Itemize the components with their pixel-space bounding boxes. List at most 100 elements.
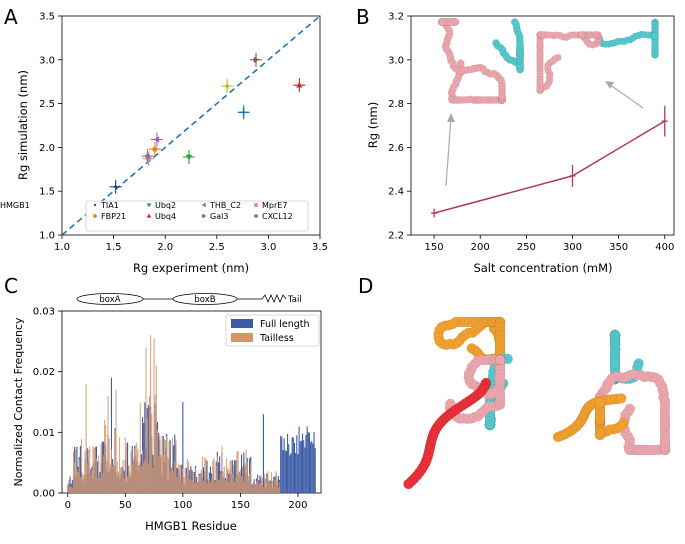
bar-tailless <box>82 473 84 493</box>
bars-tailless <box>67 335 281 493</box>
orange-chain-2 <box>594 397 629 441</box>
bar-full-length <box>144 402 146 493</box>
x-tick-label: 0 <box>65 500 71 511</box>
bar-tailless <box>221 446 223 493</box>
x-ticks: 0 50 100 150 200 <box>65 493 308 511</box>
y-tick-label: 1.5 <box>39 187 55 198</box>
bar-tailless <box>216 456 218 493</box>
boxA-label: boxA <box>99 295 120 305</box>
bar-tailless <box>122 460 124 493</box>
bar-tailless <box>106 460 108 493</box>
bar-tailless <box>135 445 137 493</box>
legend-label: Gal3 <box>210 212 228 221</box>
bar-full-length <box>206 460 208 493</box>
bar-tailless <box>113 464 115 493</box>
bead <box>609 358 621 369</box>
x-tick-label: 400 <box>655 242 674 253</box>
bar-tailless <box>198 474 200 493</box>
bar-tailless <box>76 468 78 493</box>
bar-tailless <box>110 449 113 493</box>
bar-tailless <box>80 439 83 493</box>
bar-full-length <box>300 440 302 493</box>
orange-chain <box>552 393 627 443</box>
bar-tailless <box>67 484 69 493</box>
bar-full-length <box>217 462 220 493</box>
bar-full-length <box>308 432 311 493</box>
panel-b-frame <box>410 15 675 236</box>
bar-tailless <box>208 478 210 493</box>
panel-label-c: C <box>4 274 18 298</box>
bar-full-length <box>182 402 184 493</box>
protein-rendering-high-salt <box>536 18 659 95</box>
bar-tailless <box>173 471 175 493</box>
bar-tailless <box>254 484 256 493</box>
bar-full-length <box>310 442 312 493</box>
point-marker <box>253 56 260 63</box>
legend-marker <box>201 202 206 208</box>
bar-full-length <box>284 450 286 493</box>
boxB-label: boxB <box>194 295 215 305</box>
bar-tailless <box>92 445 94 493</box>
bead <box>438 18 447 26</box>
bar-tailless <box>137 449 139 493</box>
bar-tailless <box>249 473 251 493</box>
bar-full-length <box>203 467 205 493</box>
y-tick-label: 0.02 <box>33 367 55 378</box>
bar-tailless <box>94 448 96 493</box>
bar-tailless <box>152 467 154 493</box>
bar-tailless <box>71 488 73 493</box>
legend-marker <box>93 214 97 218</box>
bar-tailless <box>123 478 125 493</box>
bar-tailless <box>156 429 159 493</box>
panel-a-scatter: 1.0 1.5 2.0 2.5 3.0 3.5 1.0 1.5 2.0 2.5 3.0 3.5 Rg… <box>0 12 328 276</box>
panel-label-b: B <box>356 5 370 29</box>
y-tick-label: 2.2 <box>388 231 404 242</box>
bar-tailless <box>84 451 86 493</box>
bar-tailless <box>89 446 91 493</box>
bar-tailless <box>168 441 170 493</box>
tail-label: Tail <box>287 295 302 305</box>
series-line <box>433 120 666 214</box>
bar-tailless <box>143 463 145 493</box>
legend-label: Ubq2 <box>155 201 176 210</box>
bar-tailless <box>190 470 192 493</box>
cyan-chain <box>595 18 659 59</box>
y-tick-label: 3.2 <box>388 12 404 23</box>
bar-full-length <box>295 453 297 493</box>
bar-full-length <box>307 432 309 493</box>
bar-tailless <box>130 451 132 493</box>
bead <box>510 18 519 26</box>
y-tick-label: 2.4 <box>388 187 404 198</box>
panel-b-ylabel: Rg (nm) <box>366 102 380 148</box>
bar-tailless <box>166 437 168 493</box>
y-tick-label: 3.0 <box>39 55 55 66</box>
bar-full-length <box>147 404 149 493</box>
bar-tailless <box>260 475 262 493</box>
bar-tailless <box>250 463 252 493</box>
y-ticks: 1.0 1.5 2.0 2.5 3.0 3.5 <box>39 12 62 242</box>
legend-label: TIA1 <box>100 201 119 210</box>
bar-tailless <box>100 443 102 493</box>
bar-tailless <box>91 470 93 493</box>
bar-tailless <box>158 455 160 493</box>
bar-tailless <box>125 443 127 493</box>
orange-chain <box>433 316 506 366</box>
pink-chain <box>444 354 506 424</box>
bar-tailless <box>255 481 258 493</box>
bar-tailless <box>207 479 209 493</box>
y-tick-label: 3.5 <box>39 12 55 23</box>
x-tick-label: 350 <box>609 242 628 253</box>
bar-tailless <box>212 460 214 493</box>
legend-label: CXCL12 <box>262 212 293 221</box>
bar-tailless <box>151 413 153 493</box>
point-marker <box>296 82 303 88</box>
bar-tailless <box>179 464 182 493</box>
bar-tailless <box>181 483 183 493</box>
point-thb-c2 <box>150 132 163 147</box>
arrow-to-low-salt <box>445 113 455 187</box>
bar-full-length <box>282 450 284 493</box>
bar-tailless <box>214 482 216 493</box>
bar-tailless <box>229 460 231 493</box>
legend-label: THB_C2 <box>209 201 241 210</box>
bar-tailless <box>200 469 202 493</box>
